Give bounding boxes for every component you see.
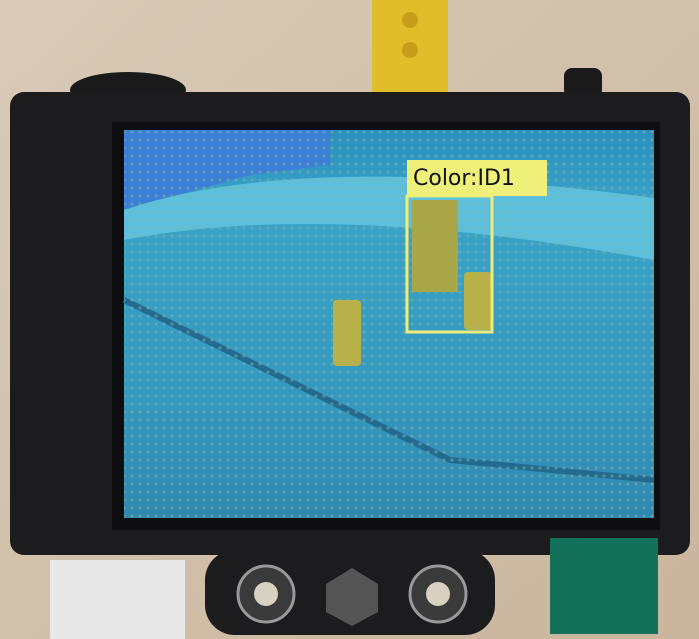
- block-stud: [402, 42, 418, 58]
- detection-label: Color:ID1: [413, 166, 515, 191]
- connector-hole: [426, 582, 450, 606]
- label-background: [407, 160, 547, 196]
- yellow-object: [412, 200, 458, 292]
- green-tape: [550, 538, 658, 634]
- white-block: [50, 560, 185, 639]
- yellow-object: [464, 272, 492, 330]
- yellow-object: [333, 300, 361, 366]
- connector-hole: [254, 582, 278, 606]
- logo: [326, 568, 378, 626]
- button: [564, 68, 602, 98]
- screen-pattern: [124, 130, 654, 518]
- block-stud: [402, 12, 418, 28]
